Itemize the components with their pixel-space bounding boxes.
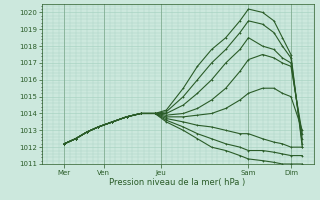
X-axis label: Pression niveau de la mer( hPa ): Pression niveau de la mer( hPa ) [109,178,246,187]
